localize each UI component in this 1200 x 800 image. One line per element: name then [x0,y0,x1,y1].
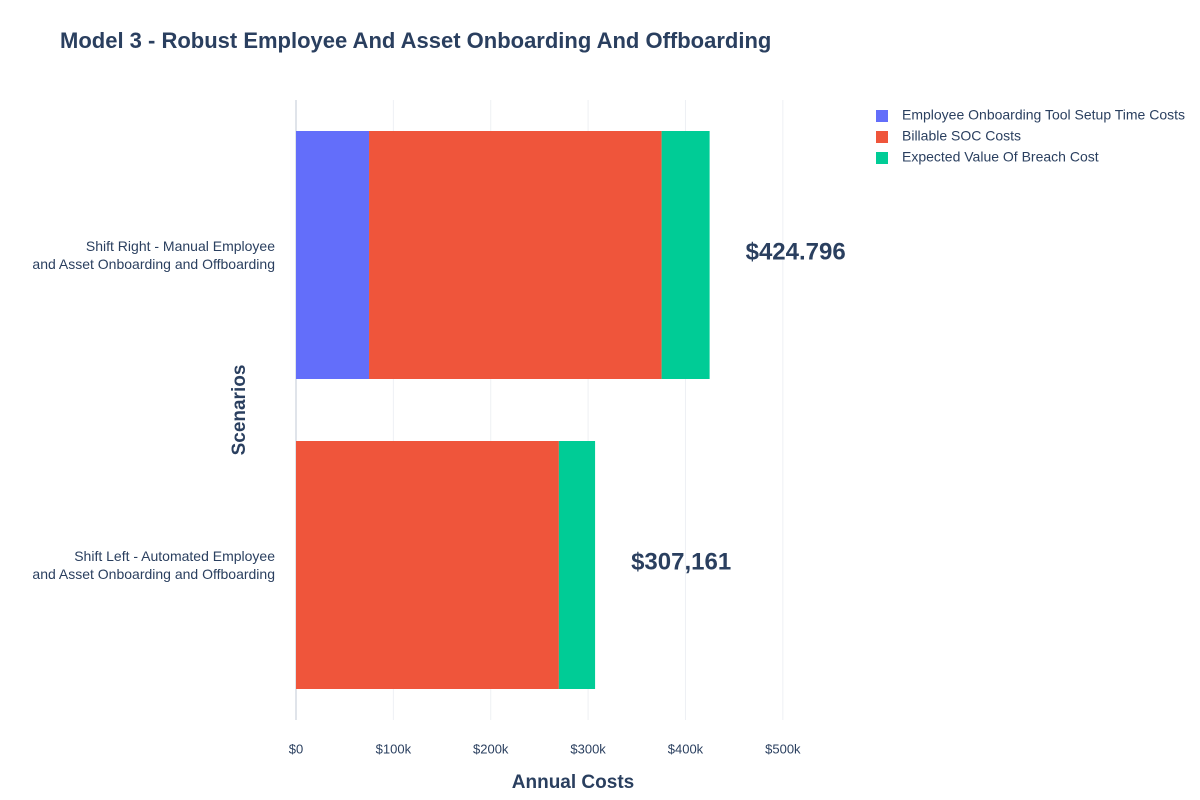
legend-label: Expected Value Of Breach Cost [902,149,1099,165]
bar-segment [296,131,370,379]
bar-segment [369,131,662,379]
y-axis-title: Scenarios [229,365,250,456]
total-label: $307,161 [631,548,731,575]
x-tick-label: $500k [765,741,801,756]
legend-swatch [876,152,888,164]
bar-segment [661,131,710,379]
bar-segment [558,441,596,689]
total-label: $424.796 [746,238,846,265]
x-tick-label: $400k [668,741,704,756]
x-axis-title: Annual Costs [512,772,634,793]
legend-label: Billable SOC Costs [902,128,1021,144]
x-tick-label: $200k [473,741,509,756]
legend-swatch [876,110,888,122]
y-tick-label: Shift Left - Automated Employee and Asse… [32,548,275,582]
y-tick-label: Shift Right - Manual Employee and Asset … [32,238,275,272]
bar-segment [296,441,559,689]
legend-swatch [876,131,888,143]
chart-title: Model 3 - Robust Employee And Asset Onbo… [60,28,771,53]
x-tick-label: $300k [570,741,606,756]
x-tick-label: $0 [289,741,303,756]
x-tick-label: $100k [376,741,412,756]
legend-label: Employee Onboarding Tool Setup Time Cost… [902,107,1185,123]
